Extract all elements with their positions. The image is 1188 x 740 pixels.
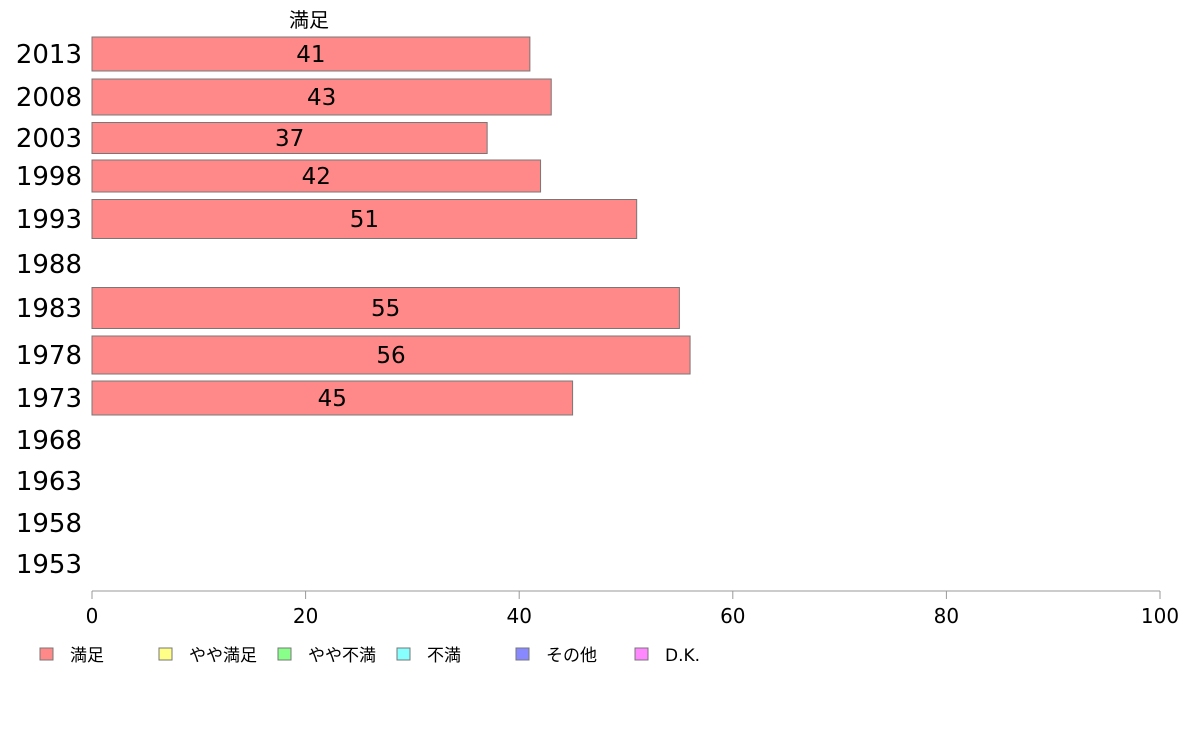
y-tick-label: 1988 — [16, 250, 82, 280]
x-tick-label: 60 — [720, 604, 745, 628]
x-tick-label: 40 — [506, 604, 531, 628]
y-tick-label: 1983 — [16, 294, 82, 324]
bar — [91, 335, 691, 375]
data-label: 37 — [275, 126, 304, 152]
y-tick-label: 1978 — [16, 341, 82, 371]
legend-label: 満足 — [70, 646, 104, 666]
x-tick-label: 100 — [1141, 604, 1179, 628]
legend-swatch — [158, 647, 173, 661]
y-tick-label: 1993 — [16, 205, 82, 235]
legend: 満足 やや満足 やや不満 不満 その他 D.K. — [39, 646, 700, 666]
data-label: 56 — [376, 343, 405, 369]
y-tick-label: 2008 — [16, 83, 82, 113]
x-tick-label: 80 — [934, 604, 959, 628]
y-tick-label: 1998 — [16, 162, 82, 192]
legend-swatch — [277, 647, 292, 661]
y-tick-label: 1958 — [16, 509, 82, 539]
data-label: 51 — [350, 207, 379, 233]
data-label: 42 — [302, 164, 331, 190]
legend-label: D.K. — [665, 646, 700, 666]
y-tick-label: 1968 — [16, 426, 82, 456]
y-tick-label: 1973 — [16, 384, 82, 414]
bar — [91, 36, 531, 72]
legend-label: やや不満 — [308, 646, 376, 666]
y-tick-label: 1953 — [16, 550, 82, 580]
data-label: 55 — [371, 296, 400, 322]
x-axis: 0 20 40 60 80 100 — [86, 590, 1179, 628]
legend-swatch — [396, 647, 411, 661]
legend-swatch — [634, 647, 649, 661]
y-tick-label: 2003 — [16, 124, 82, 154]
legend-label: その他 — [546, 646, 597, 666]
legend-label: やや満足 — [189, 646, 257, 666]
data-label: 43 — [307, 85, 336, 111]
y-axis-labels: 2013 2008 2003 1998 1993 1988 1983 1978 1973 1968… — [16, 40, 82, 580]
legend-swatch — [39, 647, 54, 661]
bar — [91, 199, 638, 239]
bar — [91, 78, 552, 116]
y-tick-label: 2013 — [16, 40, 82, 70]
bar — [91, 380, 574, 416]
data-label: 41 — [296, 42, 325, 68]
legend-label: 不満 — [427, 646, 461, 666]
bar — [91, 287, 680, 329]
y-tick-label: 1963 — [16, 467, 82, 497]
series-header: 満足 — [289, 8, 329, 32]
legend-swatch — [515, 647, 530, 661]
bar — [91, 122, 488, 154]
x-tick-label: 0 — [86, 604, 99, 628]
bar — [91, 159, 542, 193]
x-tick-label: 20 — [293, 604, 318, 628]
data-label: 45 — [318, 386, 347, 412]
